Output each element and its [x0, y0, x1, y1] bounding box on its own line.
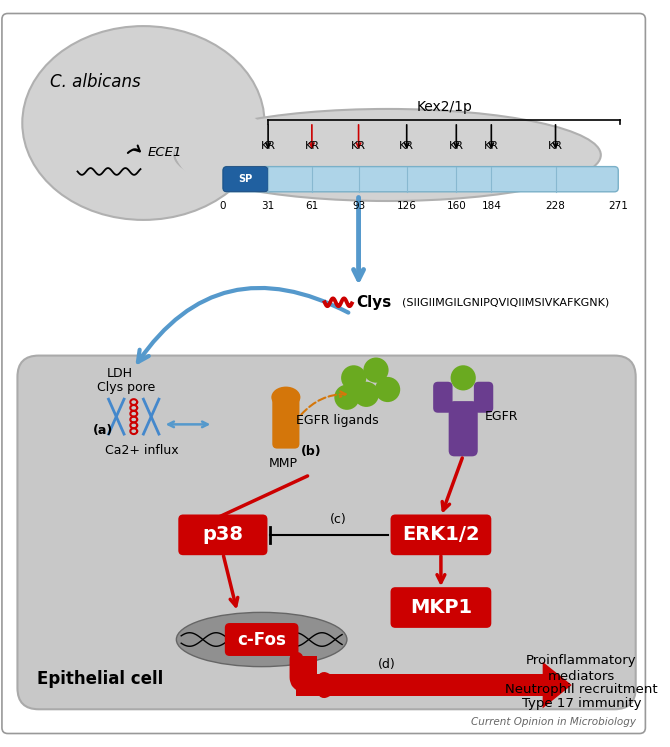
Text: ECE1: ECE1 — [147, 146, 182, 158]
Circle shape — [375, 377, 400, 402]
Text: 271: 271 — [608, 200, 628, 211]
Text: Clys: Clys — [356, 295, 392, 310]
FancyBboxPatch shape — [223, 167, 618, 192]
Text: (d): (d) — [378, 657, 396, 671]
Text: MKP1: MKP1 — [410, 598, 472, 617]
Text: Current Opinion in Microbiology: Current Opinion in Microbiology — [471, 716, 636, 727]
FancyBboxPatch shape — [17, 356, 636, 709]
Text: EGFR: EGFR — [484, 410, 518, 423]
Polygon shape — [543, 662, 572, 708]
Circle shape — [354, 382, 379, 407]
Text: KR: KR — [399, 141, 414, 151]
Text: KR: KR — [304, 141, 320, 151]
Text: mediators: mediators — [548, 670, 615, 683]
Text: 31: 31 — [261, 200, 275, 211]
FancyBboxPatch shape — [474, 382, 493, 413]
Text: Epithelial cell: Epithelial cell — [37, 670, 163, 688]
Ellipse shape — [174, 109, 601, 201]
Ellipse shape — [22, 26, 265, 220]
Text: (b): (b) — [300, 445, 321, 459]
Text: EGFR ligands: EGFR ligands — [296, 414, 379, 427]
Text: (a): (a) — [93, 424, 113, 437]
Text: 228: 228 — [545, 200, 565, 211]
Text: Proinflammatory: Proinflammatory — [526, 654, 636, 667]
Circle shape — [334, 385, 360, 410]
Text: c-Fos: c-Fos — [237, 630, 286, 648]
Text: KR: KR — [261, 141, 275, 151]
Ellipse shape — [271, 387, 300, 408]
Text: 184: 184 — [481, 200, 501, 211]
Text: Kex2/1p: Kex2/1p — [416, 100, 472, 114]
Text: (SIIGIIMGILGNIPQVIQIIMSIVKAFKGNK): (SIIGIIMGILGNIPQVIQIIMSIVKAFKGNK) — [402, 297, 610, 307]
Text: MMP: MMP — [269, 457, 297, 471]
FancyBboxPatch shape — [225, 623, 298, 656]
Text: Clys pore: Clys pore — [97, 381, 155, 394]
Text: 61: 61 — [306, 200, 318, 211]
FancyBboxPatch shape — [272, 396, 299, 449]
Polygon shape — [295, 656, 317, 685]
Polygon shape — [295, 675, 543, 695]
Text: (c): (c) — [330, 513, 347, 526]
Text: KR: KR — [548, 141, 563, 151]
Ellipse shape — [174, 108, 271, 186]
FancyBboxPatch shape — [391, 515, 491, 555]
FancyBboxPatch shape — [223, 167, 268, 192]
Text: 0: 0 — [220, 200, 226, 211]
Text: KR: KR — [449, 141, 464, 151]
Text: C. albicans: C. albicans — [50, 73, 141, 91]
Text: Type 17 immunity: Type 17 immunity — [522, 697, 641, 710]
FancyBboxPatch shape — [449, 401, 478, 456]
Circle shape — [363, 358, 389, 382]
Text: 160: 160 — [446, 200, 466, 211]
Text: ERK1/2: ERK1/2 — [402, 525, 480, 545]
Text: Ca2+ influx: Ca2+ influx — [105, 444, 178, 457]
Text: Neutrophil recruitment: Neutrophil recruitment — [505, 684, 658, 696]
Text: 126: 126 — [397, 200, 417, 211]
Text: 93: 93 — [352, 200, 365, 211]
Circle shape — [341, 365, 366, 391]
FancyArrowPatch shape — [138, 288, 348, 362]
Ellipse shape — [176, 613, 347, 666]
Circle shape — [451, 365, 476, 391]
Text: p38: p38 — [202, 525, 243, 545]
Text: KR: KR — [484, 141, 499, 151]
FancyBboxPatch shape — [433, 382, 452, 413]
FancyBboxPatch shape — [2, 13, 645, 734]
Text: SP: SP — [239, 174, 253, 185]
Text: LDH: LDH — [107, 367, 133, 379]
FancyBboxPatch shape — [391, 587, 491, 628]
Text: KR: KR — [351, 141, 366, 151]
FancyBboxPatch shape — [178, 515, 267, 555]
